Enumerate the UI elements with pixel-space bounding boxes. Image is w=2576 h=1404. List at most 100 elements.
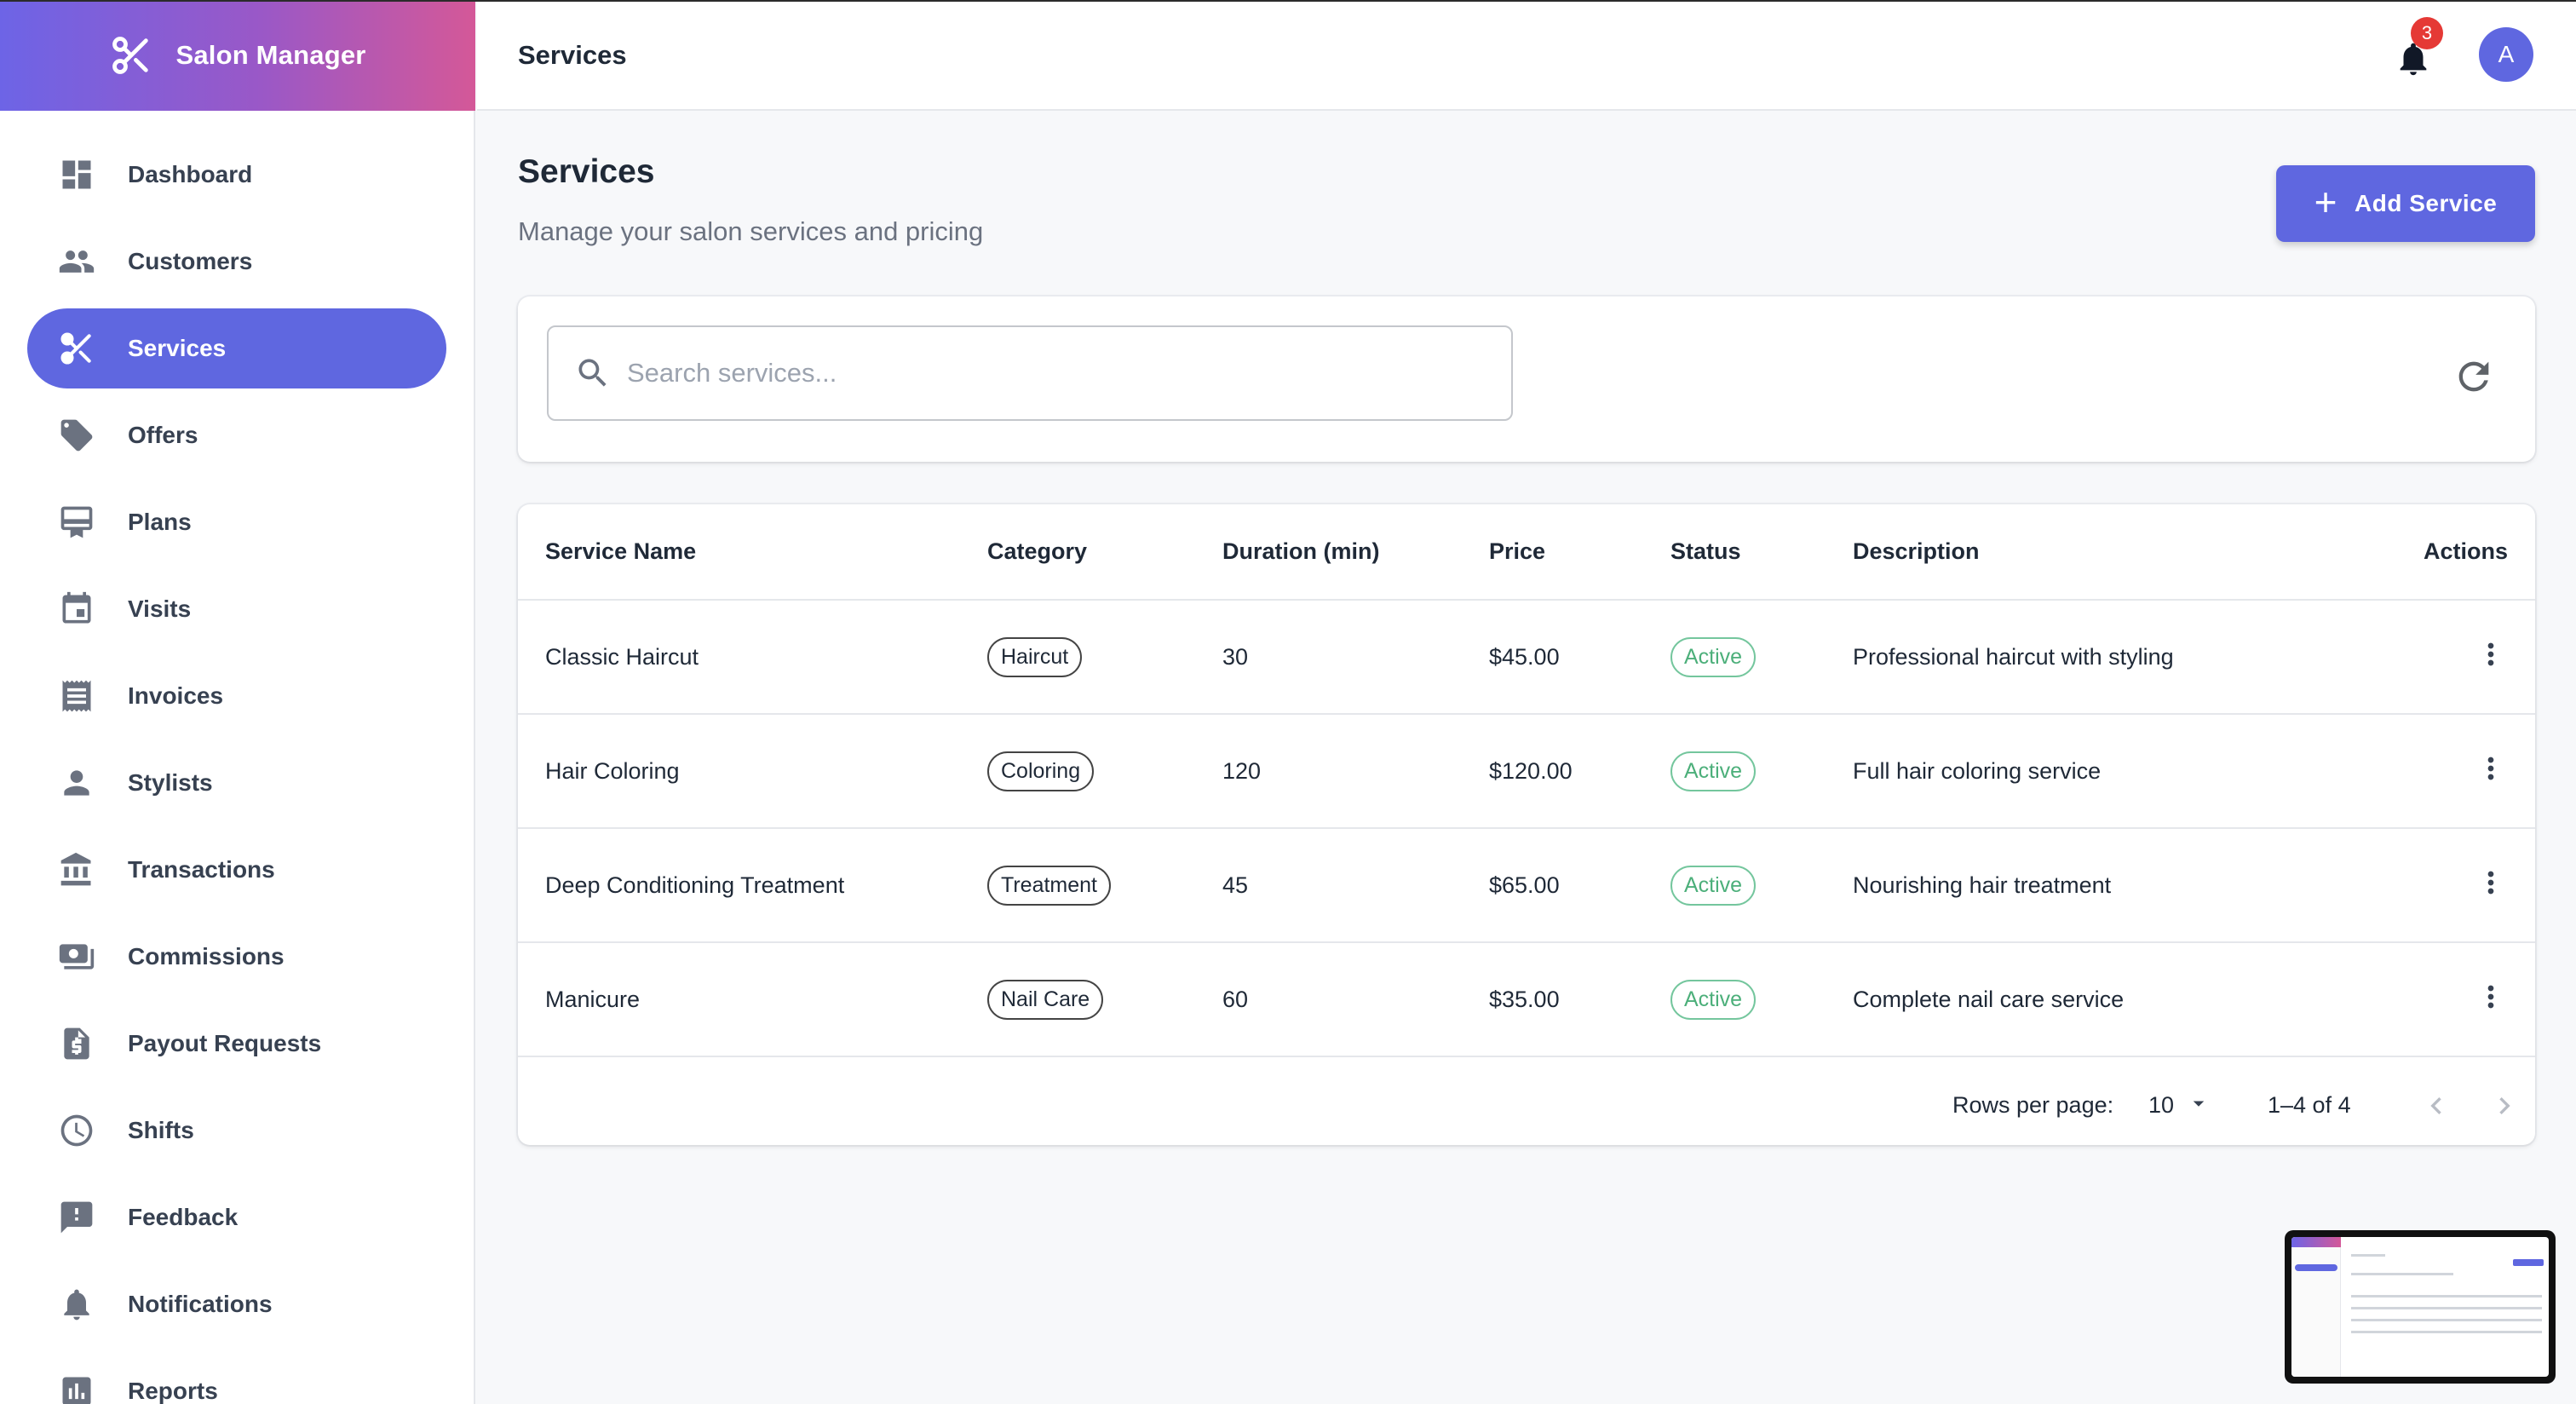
thumbnail-line [2351, 1254, 2385, 1257]
cell-duration: 60 [1222, 986, 1249, 1012]
plus-icon: + [2314, 180, 2337, 224]
sidebar-item-customers[interactable]: Customers [27, 222, 446, 302]
sidebar-item-label: Shifts [128, 1117, 194, 1143]
sidebar-item-label: Plans [128, 509, 192, 535]
sidebar-item-commissions[interactable]: Commissions [27, 917, 446, 997]
people-icon [59, 250, 95, 273]
refresh-button[interactable] [2452, 354, 2496, 399]
dropdown-caret-icon[interactable] [2186, 1090, 2211, 1116]
thumbnail-screen [2291, 1237, 2549, 1377]
sidebar-item-shifts[interactable]: Shifts [27, 1090, 446, 1171]
services-table: Service Name Category Duration (min) Pri… [518, 504, 2535, 1057]
add-service-label: Add Service [2355, 190, 2498, 216]
sidebar-item-visits[interactable]: Visits [27, 569, 446, 649]
table-row[interactable]: Classic Haircut Haircut 30 $45.00 Active… [518, 600, 2535, 714]
status-badge: Active [1670, 751, 1757, 791]
rows-per-page-label: Rows per page: [1952, 1092, 2114, 1118]
sidebar-item-label: Notifications [128, 1291, 273, 1317]
category-chip: Coloring [987, 751, 1095, 791]
thumbnail-sidebar [2291, 1237, 2341, 1377]
add-service-button[interactable]: + Add Service [2276, 165, 2535, 242]
sidebar-item-plans[interactable]: Plans [27, 482, 446, 562]
sidebar-item-label: Services [128, 335, 227, 361]
cell-description: Nourishing hair treatment [1853, 872, 2112, 898]
feedback-icon [60, 1201, 93, 1234]
column-header-price[interactable]: Price [1489, 538, 1546, 564]
previous-page-button[interactable] [2419, 1089, 2453, 1123]
request-quote-icon [64, 1027, 89, 1060]
sidebar-item-stylists[interactable]: Stylists [27, 743, 446, 823]
sidebar-item-label: Offers [128, 422, 198, 448]
cell-description: Professional haircut with styling [1853, 643, 2174, 670]
page-subtitle: Manage your salon services and pricing [518, 216, 984, 246]
sidebar-item-label: Reports [128, 1378, 218, 1404]
sidebar-item-services[interactable]: Services [27, 308, 446, 388]
more-vert-icon [2487, 757, 2494, 780]
category-chip: Treatment [987, 865, 1112, 906]
row-actions-button[interactable] [2474, 751, 2508, 785]
table-row[interactable]: Deep Conditioning Treatment Treatment 45… [518, 828, 2535, 942]
refresh-icon [2458, 361, 2489, 392]
brand-header[interactable]: Salon Manager [0, 0, 475, 111]
sidebar-item-transactions[interactable]: Transactions [27, 830, 446, 910]
row-actions-button[interactable] [2474, 637, 2508, 671]
thumbnail-button [2513, 1259, 2544, 1266]
pagination-range: 1–4 of 4 [2268, 1092, 2351, 1118]
sidebar-item-payout-requests[interactable]: Payout Requests [27, 1004, 446, 1084]
screenshot-preview-thumbnail[interactable] [2285, 1230, 2556, 1384]
status-badge: Active [1670, 865, 1757, 906]
sidebar-item-reports[interactable]: Reports [27, 1351, 446, 1404]
cell-service-name: Deep Conditioning Treatment [545, 872, 845, 898]
brand-title: Salon Manager [175, 40, 366, 70]
sidebar-item-feedback[interactable]: Feedback [27, 1177, 446, 1257]
user-avatar[interactable]: A [2479, 27, 2533, 82]
rows-per-page-select[interactable]: 10 [2148, 1092, 2175, 1118]
sidebar-item-label: Transactions [128, 856, 275, 883]
sidebar-item-notifications[interactable]: Notifications [27, 1264, 446, 1344]
row-actions-button[interactable] [2474, 866, 2508, 900]
next-page-button[interactable] [2487, 1089, 2521, 1123]
more-vert-icon [2487, 985, 2494, 1008]
cell-description: Complete nail care service [1853, 986, 2125, 1012]
column-header-service-name[interactable]: Service Name [545, 538, 697, 564]
calendar-icon [62, 591, 91, 624]
table-row[interactable]: Manicure Nail Care 60 $35.00 Active Comp… [518, 942, 2535, 1056]
status-badge: Active [1670, 979, 1757, 1020]
column-header-status[interactable]: Status [1670, 538, 1741, 564]
scissors-icon [60, 332, 91, 365]
chevron-left-icon [2430, 1097, 2441, 1114]
clock-icon [60, 1114, 93, 1147]
search-card [518, 296, 2535, 462]
column-header-description[interactable]: Description [1853, 538, 1980, 564]
search-input[interactable] [627, 358, 1479, 388]
status-badge: Active [1670, 636, 1757, 677]
column-header-category[interactable]: Category [987, 538, 1088, 564]
sidebar-item-dashboard[interactable]: Dashboard [27, 135, 446, 215]
sidebar-nav: Dashboard Customers Services Offers Plan… [0, 111, 474, 1404]
category-chip: Nail Care [987, 979, 1104, 1020]
chart-icon [62, 1377, 91, 1404]
search-field[interactable] [547, 325, 1513, 421]
column-header-actions: Actions [2423, 538, 2508, 564]
top-app-bar: Services 3 A [477, 2, 2576, 111]
notifications-button[interactable] [2389, 32, 2438, 82]
services-table-card: Service Name Category Duration (min) Pri… [518, 504, 2535, 1145]
table-header-row: Service Name Category Duration (min) Pri… [518, 504, 2535, 600]
thumbnail-line [2351, 1273, 2453, 1275]
row-actions-button[interactable] [2474, 980, 2508, 1014]
sidebar: Salon Manager Dashboard Customers Servic… [0, 0, 475, 1404]
thumbnail-line [2351, 1319, 2542, 1321]
cell-duration: 120 [1222, 757, 1262, 784]
cell-service-name: Hair Coloring [545, 757, 680, 784]
cell-service-name: Manicure [545, 986, 641, 1012]
sidebar-item-invoices[interactable]: Invoices [27, 656, 446, 736]
table-row[interactable]: Hair Coloring Coloring 120 $120.00 Activ… [518, 714, 2535, 828]
cell-service-name: Classic Haircut [545, 643, 699, 670]
thumbnail-line [2351, 1295, 2542, 1298]
cell-duration: 30 [1222, 643, 1249, 670]
column-header-duration[interactable]: Duration (min) [1222, 538, 1380, 564]
sidebar-item-label: Payout Requests [128, 1030, 322, 1056]
sidebar-item-offers[interactable]: Offers [27, 395, 446, 475]
more-vert-icon [2487, 642, 2494, 665]
window-top-border [0, 0, 2576, 2]
